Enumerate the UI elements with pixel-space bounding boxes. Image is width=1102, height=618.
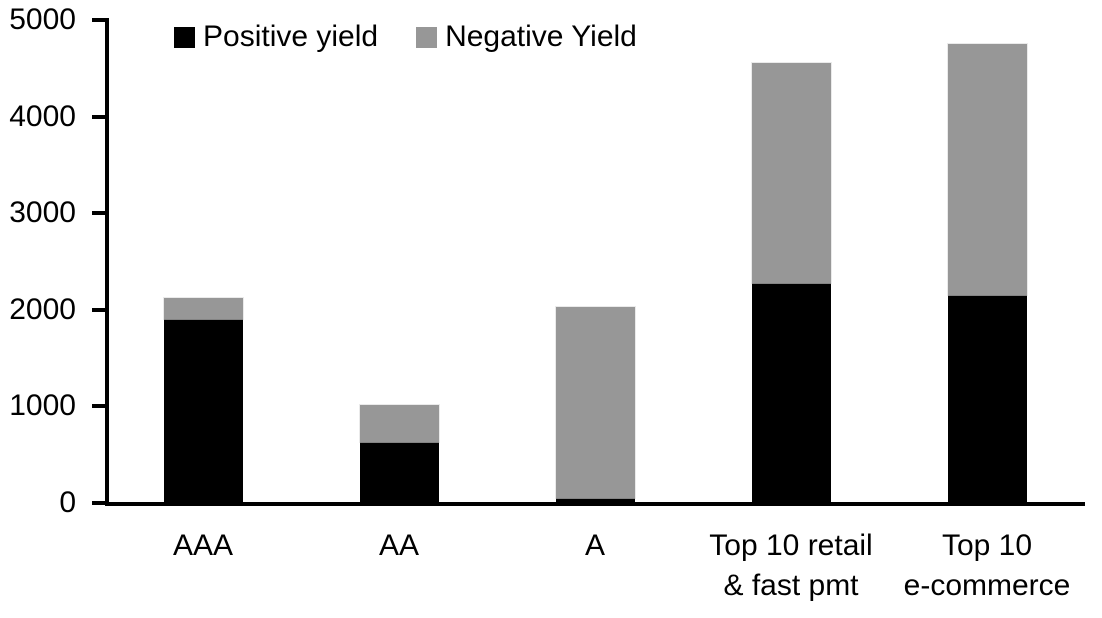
bar-segment-positive (947, 295, 1027, 503)
negative-yield-swatch-icon (416, 26, 438, 48)
legend-label-negative-yield: Negative Yield (445, 20, 637, 53)
bar-segment-positive (751, 282, 831, 503)
y-axis-line (105, 18, 109, 506)
y-axis-tick-label: 0 (59, 486, 76, 519)
y-axis-tick (92, 114, 105, 119)
x-axis-line (105, 502, 1085, 506)
bar-segment-positive (359, 442, 439, 503)
legend-label-positive-yield: Positive yield (203, 20, 379, 53)
y-axis-tick (92, 307, 105, 312)
y-axis-tick-label: 4000 (9, 99, 76, 133)
bar-segment-negative (751, 63, 831, 283)
x-axis-category-label: AA (378, 529, 420, 562)
y-axis-tick-label: 3000 (9, 196, 76, 230)
y-axis-tick-label: 2000 (9, 292, 76, 326)
y-axis-tick-label: 5000 (9, 3, 76, 36)
y-axis-tick (92, 18, 105, 22)
x-axis-category-label: Top 10 retail & fast pmt (709, 529, 873, 602)
x-axis-category-label: AAA (172, 529, 234, 562)
x-axis-category-label: Top 10 e-commerce (903, 529, 1071, 602)
legend-item-positive-yield: Positive yield (174, 18, 378, 56)
bar-segment-positive (163, 319, 243, 503)
bar-segment-negative (555, 306, 635, 499)
x-axis-category-label: A (584, 529, 605, 562)
legend-item-negative-yield: Negative Yield (416, 18, 637, 56)
bar-segment-negative (359, 405, 439, 443)
chart-legend: Positive yield Negative Yield (174, 18, 637, 56)
bar-segment-positive (555, 498, 635, 503)
y-axis-tick (92, 501, 105, 505)
positive-yield-swatch-icon (174, 26, 195, 48)
bar-segment-negative (947, 44, 1027, 296)
y-axis-tick (92, 211, 105, 216)
bar-segment-negative (163, 297, 243, 320)
y-axis-tick-label: 1000 (9, 389, 76, 423)
y-axis-tick (92, 404, 105, 409)
